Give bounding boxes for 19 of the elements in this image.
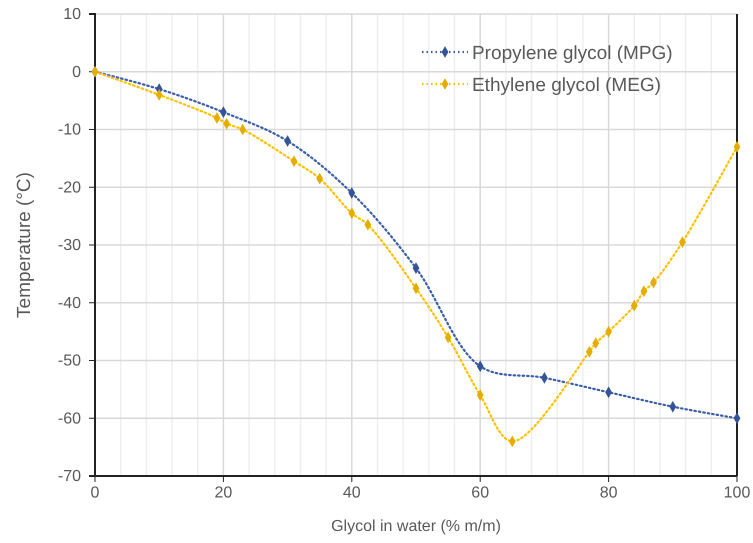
x-tick-label: 100 [724,484,750,502]
y-tick-label: -40 [58,294,82,312]
x-tick-label: 60 [471,484,490,502]
x-tick-label: 20 [214,484,232,502]
y-axis-title: Temperature (°C) [14,172,35,318]
y-tick-label: -10 [58,122,82,139]
legend-label: Propylene glycol (MPG) [472,43,673,64]
legend-label: Ethylene glycol (MEG) [472,75,662,96]
x-tick-label: 80 [600,484,618,502]
x-tick-label: 40 [342,484,361,502]
y-tick-label: -50 [58,352,82,370]
y-tick-label: 10 [63,6,82,24]
y-tick-label: -60 [58,410,82,428]
y-tick-label: -20 [58,179,82,196]
x-axis-title: Glycol in water (% m/m) [331,518,501,535]
y-tick-label: -30 [58,237,82,254]
x-tick-label: 0 [90,484,100,502]
y-tick-label: 0 [72,64,82,81]
y-tick-label: -70 [58,468,82,486]
